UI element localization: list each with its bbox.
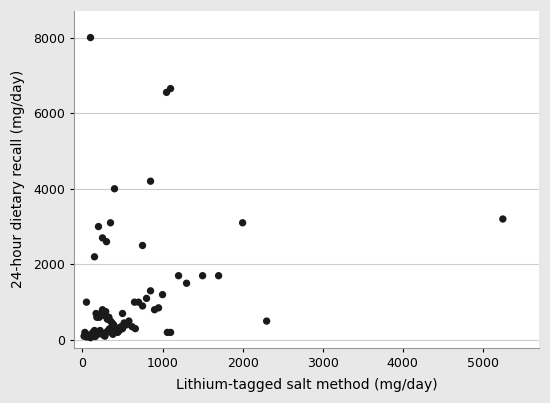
Point <box>86 334 95 341</box>
Point <box>166 85 175 92</box>
Point <box>106 318 115 324</box>
Point <box>102 239 111 245</box>
Point <box>84 332 92 338</box>
Point <box>117 324 125 330</box>
Point <box>130 299 139 305</box>
Point <box>99 332 108 338</box>
Point <box>104 327 113 334</box>
Point <box>83 333 92 339</box>
Point <box>108 331 117 338</box>
Point <box>163 329 172 336</box>
Point <box>95 314 104 320</box>
Point <box>100 312 108 319</box>
Point <box>120 320 129 326</box>
Point <box>138 242 147 249</box>
Point <box>91 333 100 340</box>
Point <box>104 314 113 320</box>
Point <box>102 329 111 336</box>
Point <box>87 331 96 338</box>
Point <box>146 178 155 185</box>
Point <box>182 280 191 287</box>
Point <box>115 327 124 334</box>
Point <box>94 331 102 338</box>
Point <box>134 299 143 305</box>
Point <box>98 307 107 313</box>
Point <box>89 329 97 336</box>
Point <box>498 216 507 222</box>
Point <box>80 333 89 339</box>
Point <box>85 333 94 340</box>
Point <box>113 329 122 336</box>
Point <box>87 333 96 339</box>
Point <box>89 332 98 338</box>
Point <box>82 299 91 305</box>
Point <box>109 322 118 328</box>
Point <box>131 325 140 332</box>
Point <box>108 320 117 326</box>
Point <box>122 322 131 328</box>
Point <box>90 327 99 334</box>
Point <box>262 318 271 324</box>
Point <box>124 318 133 324</box>
Point <box>81 331 90 338</box>
Point <box>97 330 106 337</box>
Point <box>174 272 183 279</box>
Point <box>118 325 127 332</box>
Point <box>118 310 127 317</box>
Point <box>166 329 175 336</box>
Point <box>107 329 116 336</box>
Point <box>105 325 114 332</box>
Point <box>94 329 103 336</box>
Point <box>142 295 151 301</box>
Point <box>146 288 155 294</box>
Point <box>96 327 104 334</box>
Point <box>98 235 107 241</box>
Point <box>110 185 119 192</box>
Point <box>86 34 95 41</box>
Point <box>138 303 147 309</box>
Point <box>150 307 159 313</box>
Point <box>158 291 167 298</box>
Point <box>110 324 119 330</box>
Point <box>80 329 89 336</box>
X-axis label: Lithium-tagged salt method (mg/day): Lithium-tagged salt method (mg/day) <box>176 378 437 392</box>
Y-axis label: 24-hour dietary recall (mg/day): 24-hour dietary recall (mg/day) <box>11 70 25 289</box>
Point <box>214 272 223 279</box>
Point <box>128 324 136 330</box>
Point <box>162 89 171 96</box>
Point <box>96 310 105 317</box>
Point <box>198 272 207 279</box>
Point <box>90 253 99 260</box>
Point <box>82 334 91 340</box>
Point <box>92 314 101 320</box>
Point <box>101 308 110 315</box>
Point <box>112 326 120 332</box>
Point <box>106 220 115 226</box>
Point <box>101 333 109 339</box>
Point <box>85 332 94 339</box>
Point <box>94 223 103 230</box>
Point <box>154 305 163 311</box>
Point <box>238 220 247 226</box>
Point <box>103 316 112 322</box>
Point <box>92 310 101 317</box>
